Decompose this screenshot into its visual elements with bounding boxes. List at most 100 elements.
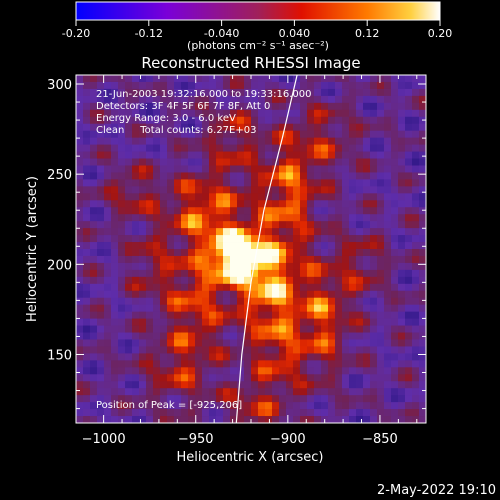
heatmap-cell <box>342 193 350 201</box>
heatmap-cell <box>132 123 140 132</box>
heatmap-cell <box>76 81 84 90</box>
heatmap-cell <box>97 318 105 326</box>
heatmap-cell <box>188 409 196 417</box>
heatmap-cell <box>104 214 112 222</box>
heatmap-cell <box>258 151 266 159</box>
heatmap-cell <box>328 235 336 243</box>
heatmap-cell <box>342 109 350 118</box>
heatmap-cell <box>398 158 406 166</box>
heatmap-cell <box>265 172 273 180</box>
heatmap-cell <box>335 123 343 132</box>
heatmap-cell <box>118 409 126 417</box>
heatmap-cell <box>230 276 238 285</box>
heatmap-cell <box>111 193 119 201</box>
heatmap-cell <box>230 235 238 243</box>
heatmap-cell <box>76 276 84 285</box>
heatmap-cell <box>314 325 322 333</box>
heatmap-cell <box>335 353 343 361</box>
heatmap-cell <box>286 318 294 326</box>
heatmap-cell <box>314 207 322 215</box>
heatmap-cell <box>76 193 84 201</box>
heatmap-cell <box>363 360 371 368</box>
heatmap-cell <box>265 416 273 423</box>
heatmap-cell <box>356 325 364 333</box>
heatmap-cell <box>223 179 231 187</box>
heatmap-cell <box>174 137 182 145</box>
heatmap-cell <box>335 249 343 257</box>
heatmap-cell <box>272 123 280 132</box>
heatmap-cell <box>139 242 147 250</box>
heatmap-cell <box>104 158 112 166</box>
heatmap-cell <box>153 360 161 368</box>
heatmap-cell <box>118 123 126 132</box>
heatmap-cell <box>188 249 196 257</box>
heatmap-cell <box>76 318 84 326</box>
heatmap-cell <box>76 416 84 423</box>
heatmap-cell <box>76 123 84 132</box>
heatmap-cell <box>328 311 336 319</box>
heatmap-cell <box>195 200 203 208</box>
heatmap-cell <box>188 318 196 326</box>
heatmap-cell <box>398 381 406 389</box>
heatmap-cell <box>237 395 245 403</box>
heatmap-cell <box>202 214 210 222</box>
heatmap-cell <box>328 283 336 292</box>
heatmap-cell <box>90 262 98 271</box>
heatmap-cell <box>146 325 154 333</box>
heatmap-cell <box>279 262 287 271</box>
heatmap-cell <box>342 235 350 243</box>
heatmap-cell <box>398 200 406 208</box>
heatmap-cell <box>286 207 294 215</box>
heatmap-cell <box>321 165 329 173</box>
heatmap-cell <box>181 179 189 187</box>
heatmap-cell <box>370 360 378 368</box>
heatmap-cell <box>384 81 392 90</box>
heatmap-cell <box>146 304 154 313</box>
heatmap-cell <box>321 374 329 382</box>
heatmap-cell <box>244 409 252 417</box>
x-axis-label: Heliocentric X (arcsec) <box>177 450 324 465</box>
heatmap-cell <box>279 332 287 340</box>
heatmap-cell <box>216 88 224 97</box>
heatmap-cell <box>195 249 203 257</box>
heatmap-cell <box>384 75 392 83</box>
heatmap-cell <box>174 290 182 299</box>
heatmap-cell <box>349 242 357 250</box>
heatmap-cell <box>118 283 126 292</box>
heatmap-cell <box>230 290 238 299</box>
heatmap-cell <box>293 172 301 180</box>
heatmap-cell <box>230 249 238 257</box>
heatmap-cell <box>328 228 336 236</box>
heatmap-cell <box>412 242 420 250</box>
heatmap-cell <box>223 116 231 125</box>
heatmap-cell <box>363 388 371 396</box>
heatmap-cell <box>419 367 426 375</box>
heatmap-cell <box>132 304 140 313</box>
heatmap-cell <box>279 95 287 104</box>
heatmap-cell <box>328 116 336 125</box>
heatmap-cell <box>398 137 406 145</box>
heatmap-cell <box>398 409 406 417</box>
heatmap-cell <box>314 193 322 201</box>
heatmap-cell <box>412 200 420 208</box>
heatmap-cell <box>377 172 385 180</box>
heatmap-cell <box>223 123 231 132</box>
heatmap-cell <box>125 269 133 278</box>
heatmap-cell <box>272 249 280 257</box>
heatmap-cell <box>146 332 154 340</box>
heatmap-cell <box>300 144 308 152</box>
heatmap-cell <box>195 95 203 104</box>
heatmap-cell <box>237 186 245 194</box>
heatmap-cell <box>258 409 266 417</box>
heatmap-cell <box>412 151 420 159</box>
heatmap-cell <box>139 116 147 125</box>
heatmap-cell <box>195 318 203 326</box>
heatmap-cell <box>265 88 273 97</box>
heatmap-cell <box>153 95 161 104</box>
heatmap-cell <box>293 409 301 417</box>
heatmap-cell <box>251 311 259 319</box>
heatmap-cell <box>160 409 168 417</box>
heatmap-cell <box>265 269 273 278</box>
heatmap-cell <box>209 221 217 229</box>
heatmap-cell <box>258 381 266 389</box>
